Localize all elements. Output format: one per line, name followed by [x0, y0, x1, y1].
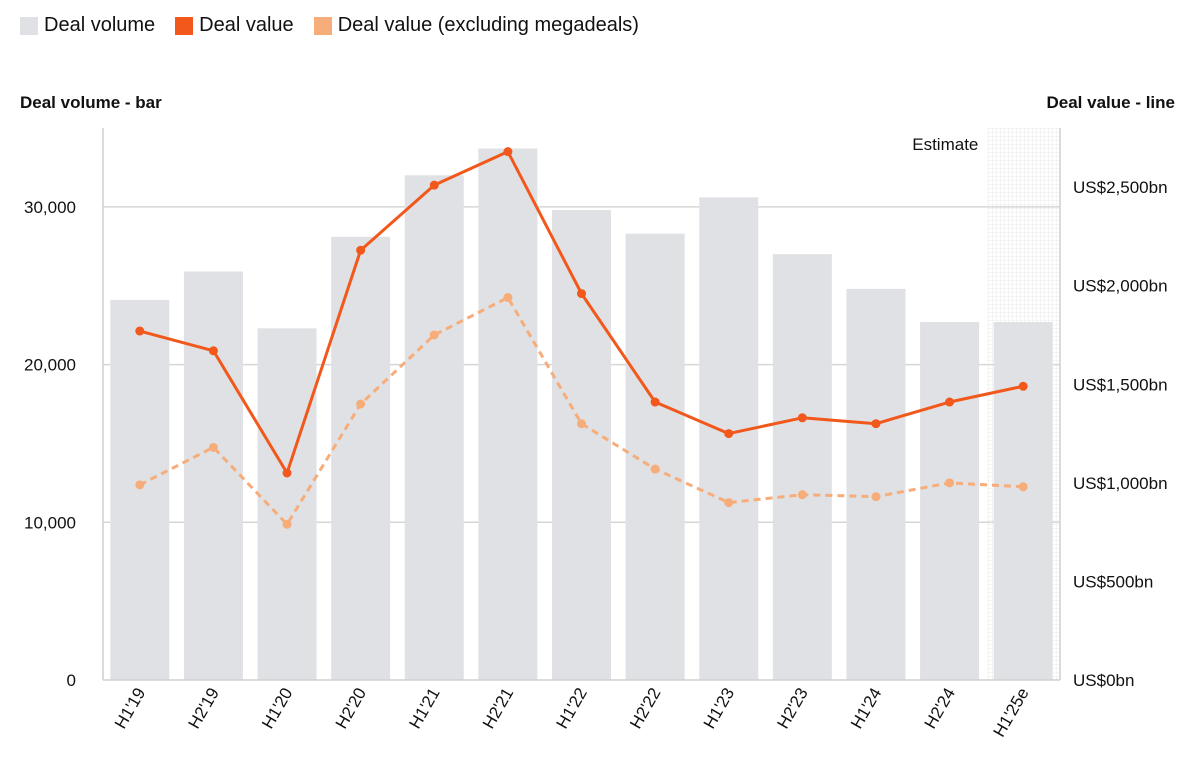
bar-deal-volume [331, 236, 391, 680]
bar-deal-volume [552, 210, 611, 681]
right-tick-label: US$1,000bn [1073, 474, 1168, 493]
line-deal-value-excl-point [356, 399, 366, 409]
line-deal-value-excl-point [503, 293, 513, 303]
left-tick-label: 30,000 [24, 198, 76, 217]
legend-swatch-deal-volume [20, 16, 38, 35]
line-deal-value-point [429, 180, 439, 190]
left-tick-label: 0 [67, 671, 76, 690]
bar-deal-volume [110, 299, 170, 680]
bar-deal-volume [920, 321, 980, 680]
line-deal-value-point [724, 429, 734, 439]
legend-item-deal-value: Deal value [175, 14, 294, 37]
line-deal-value-point [356, 245, 366, 255]
line-deal-value-point [208, 346, 218, 356]
bar-deal-volume [478, 148, 538, 680]
right-tick-label: US$2,000bn [1073, 277, 1168, 296]
line-deal-value-excl-point [1018, 482, 1028, 492]
line-deal-value-point [1018, 381, 1028, 391]
x-tick-label: H2'21 [479, 685, 517, 733]
line-deal-value-point [945, 397, 955, 407]
bar-deal-volume [404, 175, 464, 681]
line-deal-value-point [503, 147, 513, 157]
line-deal-value-excl-point [945, 478, 955, 488]
line-deal-value-excl-point [577, 419, 586, 429]
x-tick-label: H1'22 [553, 685, 591, 733]
left-tick-label: 20,000 [24, 356, 76, 375]
right-tick-label: US$2,500bn [1073, 178, 1168, 197]
bar-deal-volume [772, 254, 832, 680]
x-tick-label: H2'19 [184, 685, 222, 733]
x-tick-label: H1'25e [990, 685, 1033, 741]
x-tick-label: H2'23 [773, 685, 811, 733]
line-deal-value-excl-point [282, 519, 292, 529]
chart-legend: Deal volume Deal value Deal value (exclu… [20, 14, 659, 37]
line-deal-value-excl-point [724, 498, 734, 508]
x-tick-label: H1'19 [111, 685, 149, 733]
line-deal-value-point [650, 397, 660, 407]
bar-deal-volume [993, 321, 1053, 680]
x-tick-label: H2'20 [332, 685, 370, 733]
estimate-label: Estimate [912, 135, 978, 154]
legend-label-deal-value-excl: Deal value (excluding megadeals) [337, 14, 639, 36]
x-tick-label: H1'20 [258, 685, 296, 733]
line-deal-value-point [797, 413, 807, 423]
right-tick-label: US$500bn [1073, 572, 1153, 591]
x-tick-label: H1'21 [405, 685, 443, 733]
line-deal-value-excl-point [208, 442, 218, 452]
left-tick-label: 10,000 [24, 513, 76, 532]
x-tick-label: H2'24 [921, 685, 959, 733]
left-axis-title: Deal volume - bar [20, 93, 162, 112]
legend-swatch-deal-value-excl [313, 16, 332, 35]
legend-label-deal-volume: Deal volume [44, 14, 156, 36]
line-deal-value-excl-point [871, 492, 881, 502]
line-deal-value-excl-point [429, 330, 439, 340]
x-tick-label: H1'23 [700, 685, 738, 733]
x-tick-label: H2'22 [626, 685, 664, 733]
legend-item-deal-volume: Deal volume [20, 14, 155, 37]
bar-deal-volume [699, 197, 759, 680]
line-deal-value-point [577, 289, 586, 299]
legend-label-deal-value: Deal value [199, 14, 294, 36]
line-deal-value-point [282, 468, 292, 478]
line-deal-value-point [135, 326, 145, 336]
right-tick-label: US$1,500bn [1073, 375, 1168, 394]
line-deal-value-point [871, 419, 881, 429]
right-axis-title: Deal value - line [1046, 93, 1176, 112]
bar-deal-volume [183, 271, 243, 680]
legend-swatch-deal-value [175, 16, 194, 35]
line-deal-value-excl-point [135, 480, 145, 490]
bar-deal-volume [846, 288, 906, 680]
line-deal-value-excl-point [650, 464, 660, 474]
right-tick-label: US$0bn [1073, 671, 1134, 690]
legend-item-deal-value-excl: Deal value (excluding megadeals) [313, 14, 639, 37]
line-deal-value-excl-point [797, 490, 807, 500]
x-tick-label: H1'24 [847, 685, 885, 733]
